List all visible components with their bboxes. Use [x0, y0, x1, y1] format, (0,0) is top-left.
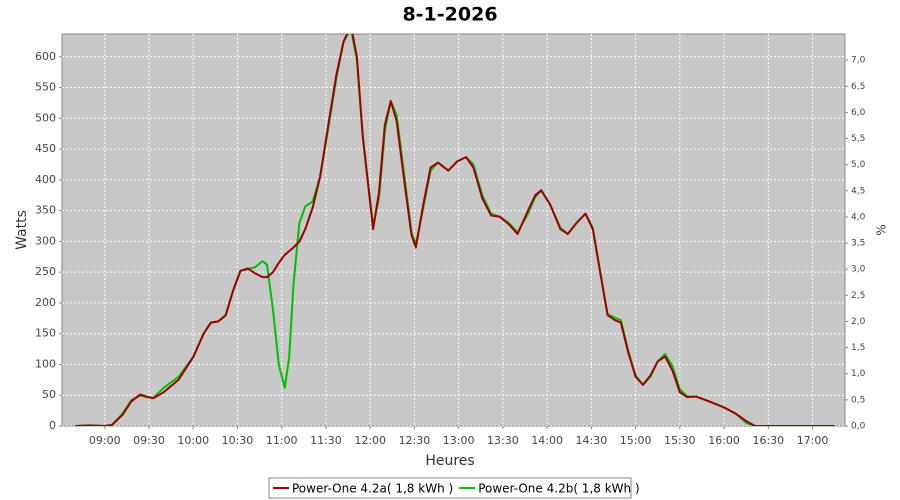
series-line: [75, 34, 835, 426]
y-tick-label: 300: [35, 234, 56, 247]
y2-tick-label: 3,5: [851, 239, 865, 249]
x-tick-label: 09:30: [133, 434, 165, 447]
x-tick-label: 17:00: [797, 434, 829, 447]
y2-tick-label: 2,5: [851, 291, 865, 301]
x-tick-label: 14:30: [576, 434, 608, 447]
y2-tick-label: 3,0: [851, 265, 866, 275]
y-tick-label: 50: [42, 388, 56, 401]
y-tick-label: 600: [35, 50, 56, 63]
legend-label: Power-One 4.2b( 1,8 kWh ): [478, 482, 639, 496]
x-tick-label: 10:30: [222, 434, 254, 447]
x-tick-label: 15:30: [664, 434, 696, 447]
y-tick-label: 0: [49, 419, 56, 432]
plot-area: [61, 33, 846, 427]
y2-tick-label: 4,5: [851, 186, 865, 196]
x-tick-label: 10:00: [177, 434, 209, 447]
y-tick-label: 250: [35, 265, 56, 278]
y2-axis-label: %: [875, 224, 889, 235]
y-tick-label: 350: [35, 204, 56, 217]
x-tick-label: 13:30: [487, 434, 519, 447]
x-tick-label: 16:30: [752, 434, 784, 447]
lines: [62, 34, 845, 426]
y2-tick-label: 5,0: [851, 160, 866, 170]
y-tick-label: 400: [35, 173, 56, 186]
y-tick-label: 550: [35, 81, 56, 94]
y-tick-label: 200: [35, 296, 56, 309]
x-tick-label: 15:00: [620, 434, 652, 447]
chart-title: 8-1-2026: [402, 4, 497, 26]
y2-tick-label: 6,0: [851, 108, 866, 118]
y-axis-label: Watts: [14, 210, 30, 250]
x-tick-label: 14:00: [531, 434, 563, 447]
y2-tick-label: 5,5: [851, 134, 865, 144]
y2-tick-label: 4,0: [851, 212, 866, 222]
x-tick-label: 13:00: [443, 434, 475, 447]
y2-tick-label: 0,0: [851, 422, 866, 432]
x-tick-label: 11:00: [266, 434, 298, 447]
x-tick-label: 09:00: [89, 434, 121, 447]
y2-tick-label: 2,0: [851, 317, 866, 327]
y2-tick-label: 6,5: [851, 82, 865, 92]
x-tick-label: 11:30: [310, 434, 342, 447]
y-tick-label: 150: [35, 327, 56, 340]
y2-tick-label: 7,0: [851, 56, 866, 66]
y-tick-label: 450: [35, 142, 56, 155]
legend: [268, 477, 632, 499]
x-tick-label: 12:30: [399, 434, 431, 447]
x-tick-label: 12:00: [354, 434, 386, 447]
y-tick-label: 100: [35, 357, 56, 370]
y2-tick-label: 0,5: [851, 395, 865, 405]
x-tick-label: 16:00: [708, 434, 740, 447]
x-axis-label: Heures: [425, 453, 474, 469]
y2-tick-label: 1,5: [851, 343, 865, 353]
y-tick-label: 500: [35, 111, 56, 124]
y2-tick-label: 1,0: [851, 369, 866, 379]
legend-label: Power-One 4.2a( 1,8 kWh ): [292, 482, 453, 496]
